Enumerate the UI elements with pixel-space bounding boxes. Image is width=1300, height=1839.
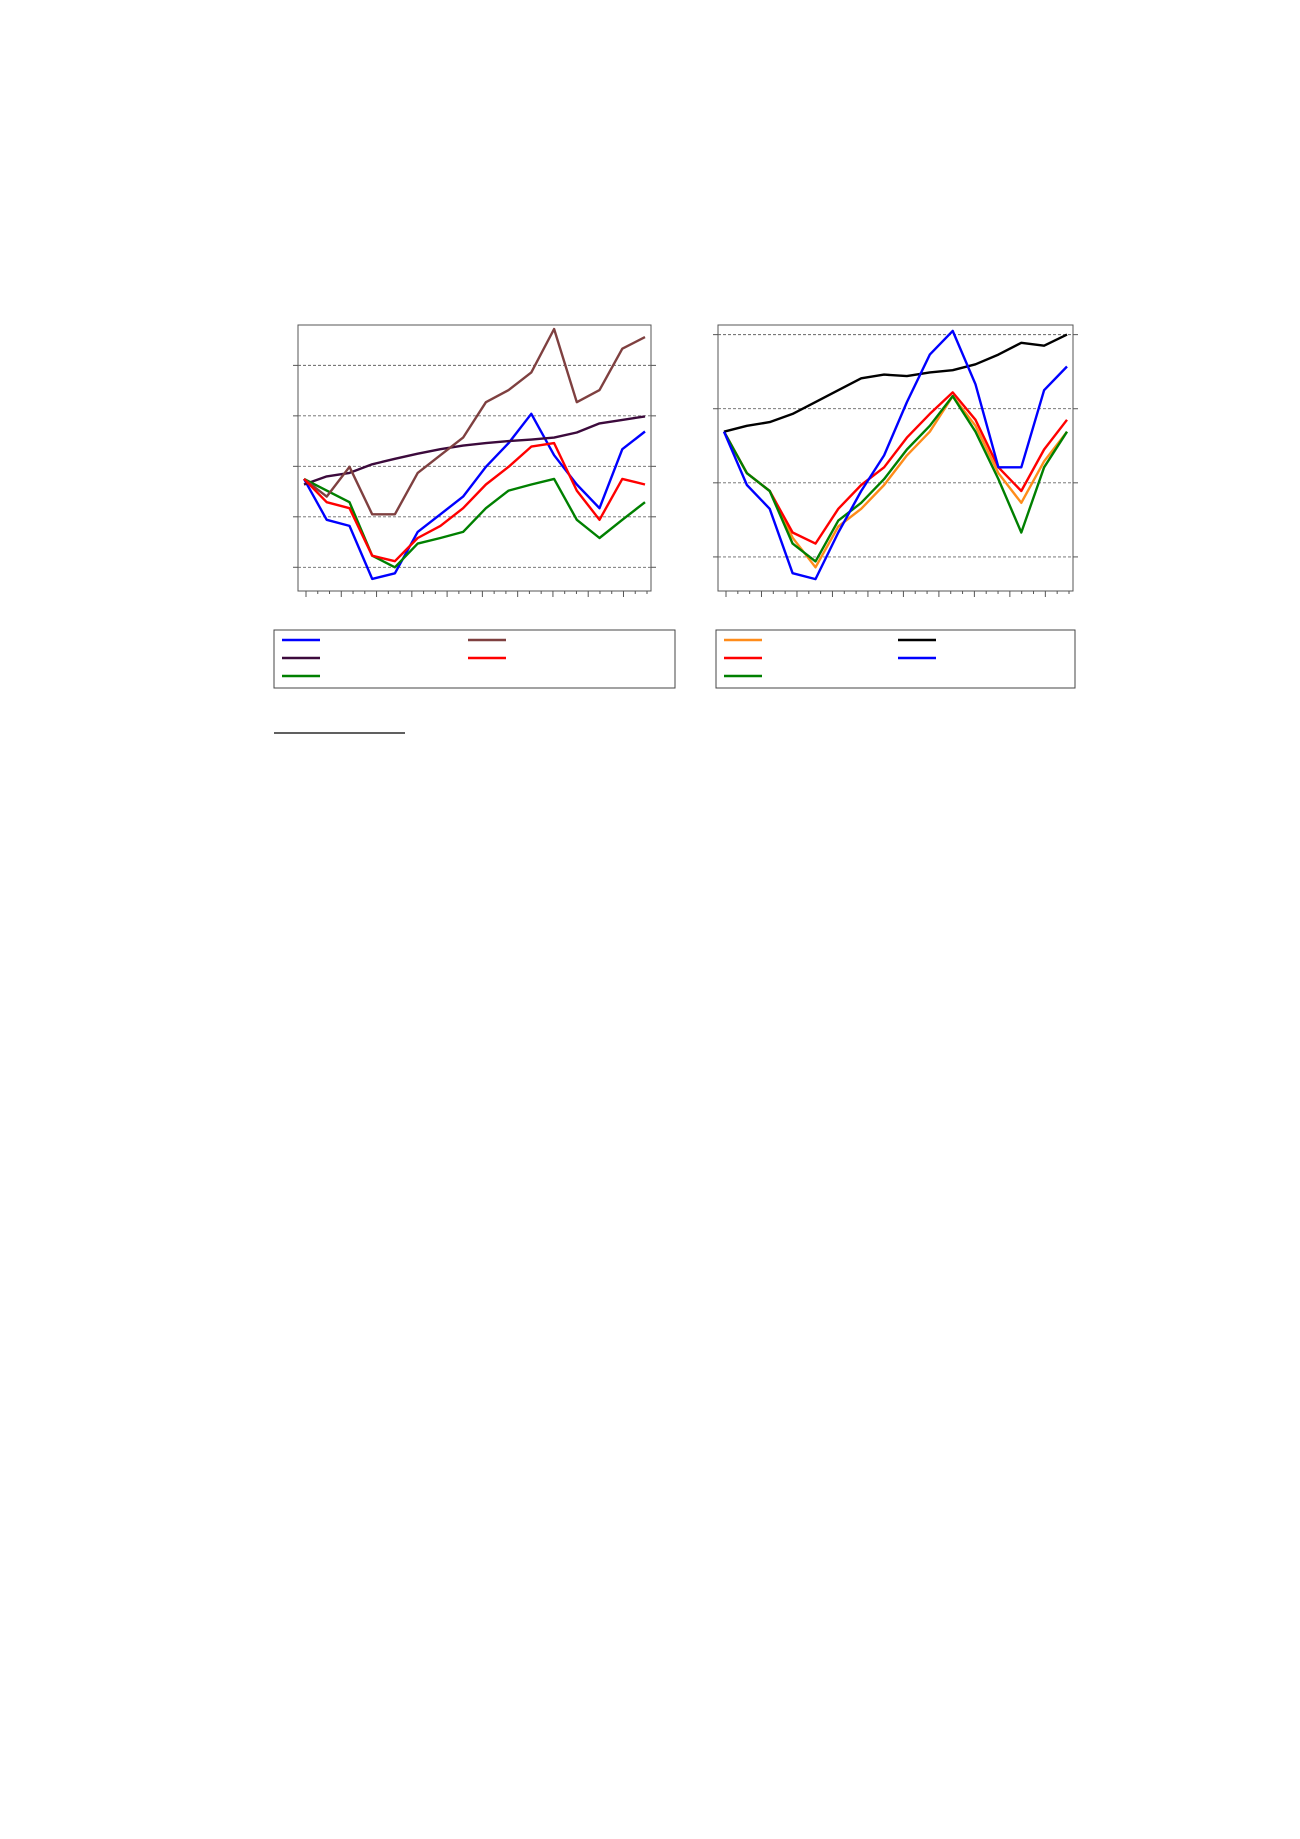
- series-line: [722, 329, 1068, 581]
- series-line: [303, 415, 646, 486]
- plot-frame: [717, 324, 1074, 592]
- series-line: [722, 394, 1069, 563]
- series-line: [723, 333, 1068, 433]
- legend-box: [273, 629, 676, 689]
- series-line: [303, 477, 646, 569]
- series-line: [303, 327, 646, 516]
- series-line: [722, 391, 1068, 545]
- series-line: [303, 441, 646, 563]
- plot-frame: [297, 324, 652, 592]
- legend-box: [715, 629, 1076, 689]
- series-line: [302, 412, 646, 581]
- series-line: [722, 394, 1068, 569]
